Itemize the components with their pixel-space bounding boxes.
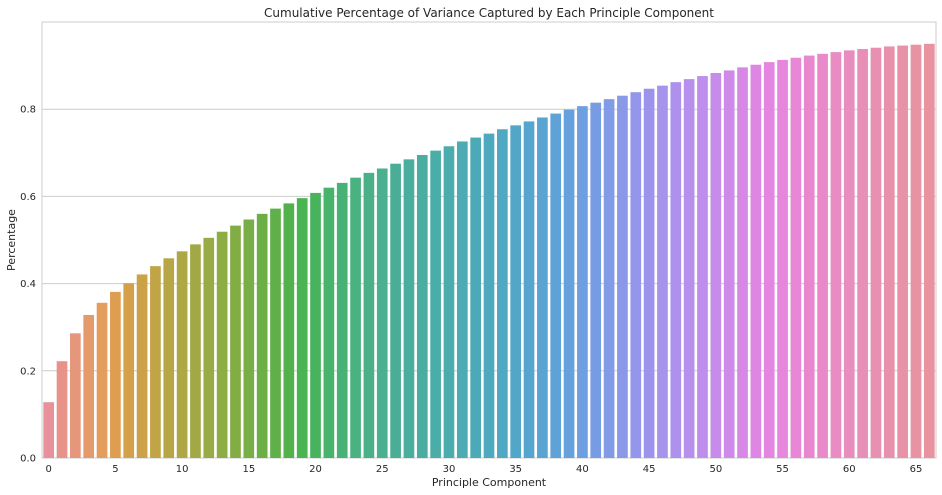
bar-component-63: [883, 46, 895, 458]
bar-component-40: [577, 106, 588, 458]
bar-component-57: [803, 55, 815, 459]
bar-component-44: [630, 92, 642, 459]
x-ticks: 0 5 10 15 20 25 30 35 40 45 50 55 60 65: [45, 464, 922, 475]
bar-component-0: [43, 402, 55, 458]
bar-component-10: [176, 251, 188, 458]
bar-component-48: [683, 79, 695, 458]
bar-component-59: [830, 52, 842, 459]
x-tick-label: 40: [576, 464, 589, 475]
bar-component-28: [416, 154, 428, 459]
bar-component-41: [590, 102, 602, 458]
bar-component-43: [617, 95, 628, 459]
bar-component-50: [710, 73, 722, 459]
bar-component-31: [456, 141, 468, 459]
y-tick-label: 0.0: [20, 454, 36, 465]
x-tick-label: 35: [509, 464, 522, 475]
chart-title: Cumulative Percentage of Variance Captur…: [264, 6, 714, 20]
x-tick-label: 50: [709, 464, 722, 475]
bar-component-55: [777, 59, 788, 458]
bar-component-15: [243, 219, 255, 458]
bar-component-25: [376, 168, 388, 458]
bar-component-11: [190, 244, 201, 458]
bar-component-14: [230, 225, 241, 458]
bar-component-61: [857, 49, 868, 458]
x-axis-label: Principle Component: [432, 476, 547, 489]
bar-component-39: [563, 109, 575, 459]
bars: [43, 43, 935, 459]
y-tick-label: 0.6: [20, 192, 36, 203]
bar-component-20: [310, 192, 321, 459]
bar-component-56: [790, 57, 802, 458]
bar-component-36: [523, 121, 535, 459]
bar-component-1: [56, 361, 68, 458]
bar-component-35: [510, 125, 522, 458]
y-tick-label: 0.8: [20, 105, 36, 116]
bar-component-6: [123, 283, 135, 458]
x-tick-label: 5: [112, 464, 118, 475]
bar-component-3: [83, 314, 95, 458]
bar-component-54: [763, 62, 775, 458]
bar-component-45: [643, 88, 655, 458]
bar-component-2: [70, 333, 81, 458]
bar-component-33: [483, 133, 495, 458]
bar-component-38: [550, 113, 562, 458]
bar-component-8: [150, 266, 161, 458]
bar-component-18: [283, 203, 295, 458]
bar-component-49: [697, 76, 708, 459]
bar-component-42: [603, 99, 615, 458]
bar-component-21: [323, 187, 335, 458]
x-tick-label: 10: [176, 464, 189, 475]
y-tick-label: 0.4: [20, 279, 36, 290]
y-tick-label: 0.2: [20, 366, 36, 377]
bar-component-53: [750, 64, 762, 458]
bar-component-19: [296, 198, 308, 459]
x-tick-label: 15: [242, 464, 255, 475]
bar-component-34: [497, 129, 508, 459]
bar-component-66: [923, 43, 935, 459]
x-tick-label: 45: [643, 464, 656, 475]
x-tick-label: 60: [843, 464, 856, 475]
bar-component-46: [657, 85, 668, 458]
x-tick-label: 0: [45, 464, 51, 475]
bar-component-16: [256, 213, 268, 458]
bar-component-65: [910, 44, 922, 459]
bar-component-27: [403, 159, 415, 458]
y-ticks: 0.0 0.2 0.4 0.6 0.8: [20, 105, 36, 465]
bar-component-30: [443, 146, 455, 458]
bar-component-7: [136, 274, 148, 458]
bar-component-29: [430, 150, 441, 458]
bar-component-47: [670, 82, 682, 458]
bar-component-32: [470, 137, 481, 459]
bar-component-5: [110, 291, 121, 458]
x-tick-label: 25: [376, 464, 389, 475]
bar-component-24: [363, 172, 375, 458]
y-axis-label: Percentage: [5, 209, 18, 271]
bar-component-26: [390, 163, 401, 458]
x-tick-label: 30: [443, 464, 456, 475]
x-tick-label: 20: [309, 464, 322, 475]
bar-component-60: [843, 50, 855, 459]
x-tick-label: 65: [910, 464, 923, 475]
bar-component-62: [870, 47, 882, 458]
bar-component-4: [96, 302, 108, 458]
x-tick-label: 55: [776, 464, 789, 475]
bar-component-51: [723, 70, 735, 459]
bar-component-58: [817, 53, 828, 458]
bar-component-23: [350, 177, 361, 459]
bar-component-37: [537, 117, 548, 458]
bar-component-22: [336, 182, 348, 458]
bar-component-12: [203, 237, 215, 458]
bar-component-9: [163, 258, 175, 458]
bar-component-64: [897, 45, 908, 458]
bar-component-13: [216, 231, 228, 458]
bar-component-52: [737, 67, 748, 459]
bar-component-17: [270, 208, 281, 458]
